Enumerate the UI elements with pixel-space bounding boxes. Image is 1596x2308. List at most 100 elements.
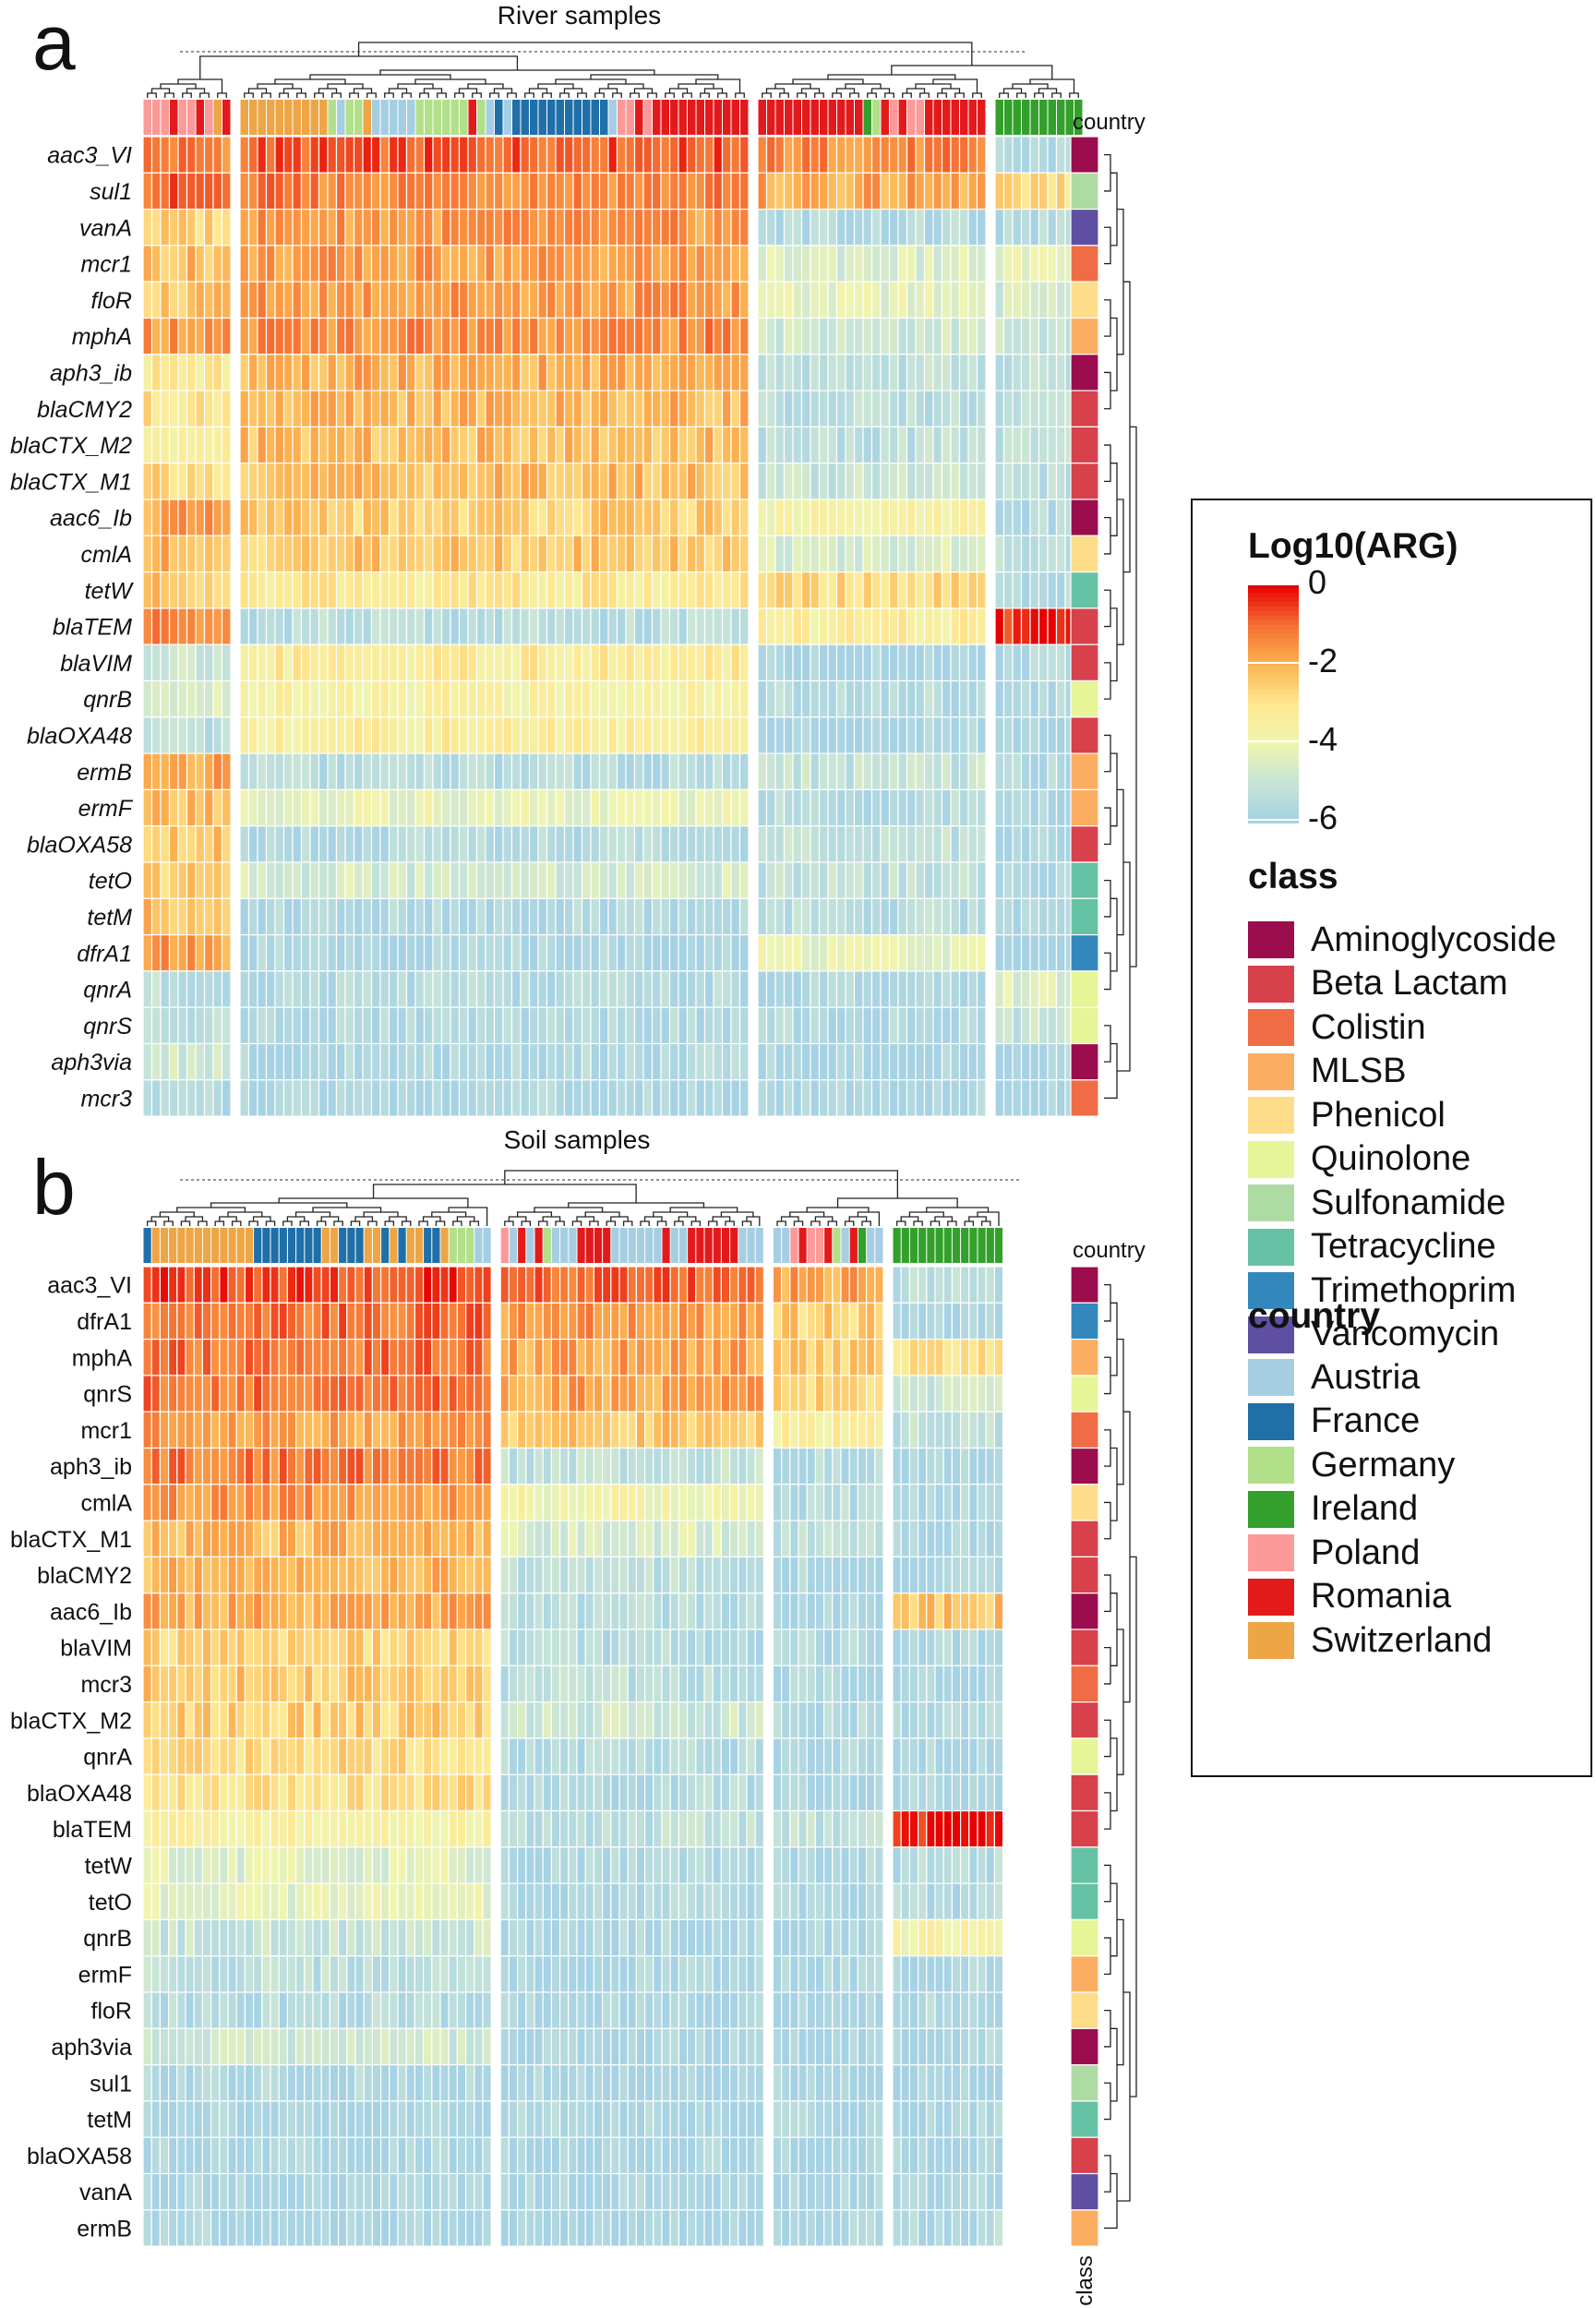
heatmap-cell	[508, 1665, 519, 1703]
heatmap-cell	[379, 354, 390, 391]
heatmap-cell	[282, 499, 294, 536]
heatmap-cell	[431, 1411, 441, 1449]
heatmap-cell	[941, 317, 952, 355]
heatmap-cell	[534, 1484, 544, 1521]
heatmap-cell	[278, 1773, 289, 1812]
heatmap-cell	[633, 354, 644, 391]
heatmap-cell	[502, 317, 513, 355]
heatmap-cell	[783, 825, 794, 863]
heatmap-cell	[235, 2209, 246, 2247]
heatmap-cell	[414, 571, 426, 609]
heatmap-cell	[257, 607, 268, 645]
heatmap-cell	[219, 1375, 229, 1412]
heatmap-cell	[482, 2172, 492, 2211]
heatmap-cell	[703, 679, 714, 718]
heatmap-cell	[338, 1556, 348, 1594]
heatmap-cell	[686, 1006, 697, 1045]
heatmap-cell	[686, 499, 697, 536]
heatmap-cell	[783, 897, 794, 936]
heatmap-cell	[239, 716, 250, 754]
heatmap-cell	[142, 1773, 152, 1812]
column-dendrogram-branch	[1034, 92, 1044, 98]
heatmap-cell	[397, 1484, 407, 1521]
heatmap-cell	[448, 1302, 459, 1340]
heatmap-cell	[572, 607, 583, 645]
heatmap-cell	[590, 317, 601, 355]
heatmap-cell	[625, 1042, 636, 1081]
heatmap-cell	[870, 571, 882, 609]
heatmap-cell	[738, 390, 750, 428]
country-annotation-cell	[245, 1228, 254, 1263]
heatmap-cell	[465, 1520, 475, 1557]
heatmap-cell	[150, 390, 162, 428]
heatmap-cell	[458, 825, 469, 863]
heatmap-cell	[431, 2209, 441, 2247]
heatmap-cell	[774, 897, 786, 936]
heatmap-cell	[318, 788, 329, 827]
heatmap-cell	[897, 136, 908, 174]
heatmap-cell	[177, 390, 188, 428]
heatmap-cell	[653, 1629, 663, 1666]
heatmap-cell	[994, 499, 1005, 536]
heatmap-cell	[584, 1809, 595, 1848]
heatmap-cell	[537, 390, 548, 428]
heatmap-cell	[203, 281, 214, 319]
heatmap-cell	[235, 2027, 246, 2066]
heatmap-cell	[244, 1520, 255, 1557]
heatmap-cell	[576, 1338, 586, 1376]
heatmap-cell	[168, 2027, 178, 2066]
heatmap-cell	[915, 679, 926, 718]
heatmap-cell	[593, 1411, 604, 1449]
heatmap-cell	[335, 1042, 346, 1081]
heatmap-cell	[563, 788, 574, 827]
country-annotation-cell	[236, 1228, 246, 1263]
heatmap-cell	[257, 245, 268, 282]
country-annotation-cell	[440, 1228, 450, 1263]
heatmap-cell	[456, 1556, 467, 1594]
heatmap-cell	[278, 2136, 289, 2175]
heatmap-cell	[465, 2172, 475, 2211]
heatmap-cell	[897, 317, 908, 355]
heatmap-cell	[678, 136, 689, 174]
heatmap-cell	[627, 2100, 638, 2138]
heatmap-cell	[379, 209, 390, 246]
heatmap-cell	[257, 861, 268, 899]
heatmap-cell	[312, 1302, 322, 1340]
heatmap-cell	[625, 136, 636, 174]
heatmap-cell	[528, 1042, 539, 1081]
heatmap-cell	[244, 2209, 255, 2247]
heatmap-cell	[292, 571, 303, 609]
heatmap-cell	[397, 1773, 407, 1812]
heatmap-cell	[1012, 245, 1023, 282]
heatmap-cell	[818, 209, 829, 246]
heatmap-cell	[853, 897, 864, 936]
heatmap-cell	[219, 1338, 229, 1376]
heatmap-cell	[508, 2172, 519, 2211]
column-dendrogram-branch	[318, 88, 338, 93]
country-annotation-cell	[321, 1228, 330, 1263]
heatmap-cell	[353, 970, 364, 1008]
heatmap-cell	[642, 136, 654, 174]
heatmap-cell	[915, 897, 926, 936]
row-dendrogram-branch	[1110, 607, 1118, 682]
heatmap-cell	[142, 172, 153, 210]
heatmap-cell	[168, 2172, 178, 2211]
heatmap-cell	[423, 535, 434, 573]
heatmap-cell	[1002, 535, 1014, 573]
heatmap-cell	[651, 679, 662, 718]
heatmap-cell	[627, 1846, 638, 1884]
heatmap-cell	[414, 2136, 425, 2175]
country-annotation-cell	[731, 100, 740, 135]
heatmap-cell	[168, 317, 179, 355]
heatmap-cell	[774, 1079, 786, 1117]
heatmap-cell	[286, 1520, 297, 1557]
heatmap-cell	[633, 571, 644, 609]
heatmap-cell	[542, 1809, 553, 1848]
heatmap-cell	[265, 354, 276, 391]
heatmap-cell	[642, 354, 654, 391]
heatmap-cell	[695, 970, 706, 1008]
heatmap-cell	[550, 1593, 561, 1630]
heatmap-cell	[344, 643, 355, 682]
heatmap-cell	[423, 571, 434, 609]
heatmap-cell	[320, 1629, 331, 1666]
